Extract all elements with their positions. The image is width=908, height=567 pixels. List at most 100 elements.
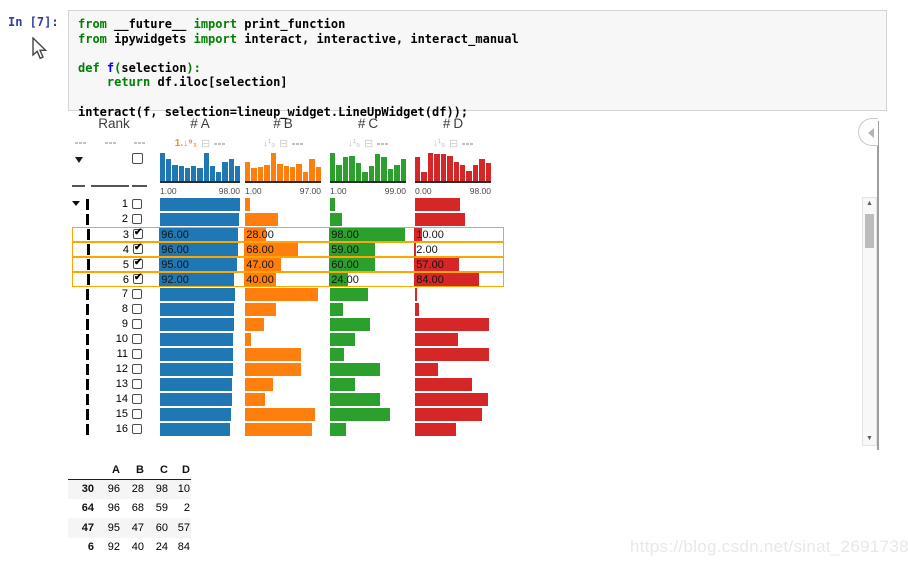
more-options-icon[interactable]: [134, 142, 145, 144]
row-checkbox[interactable]: [132, 394, 142, 404]
lineup-row[interactable]: 11: [72, 347, 504, 362]
bar-cell-c: [330, 302, 406, 317]
column-toolbar-c: ↓¹₉ ⊟: [330, 137, 406, 150]
row-checkbox[interactable]: [132, 409, 142, 419]
dataframe-cell: 68: [131, 502, 144, 515]
vertical-scrollbar[interactable]: ▲ ▼: [862, 197, 877, 446]
row-expand-icon[interactable]: [72, 201, 80, 206]
dataframe-col-header: A: [112, 463, 120, 476]
bar-cell-d: 57.00: [414, 257, 490, 273]
row-checkbox[interactable]: [132, 349, 142, 359]
group-indicator-bar: [86, 199, 89, 210]
column-name: C: [368, 116, 379, 131]
lineup-row[interactable]: 13: [72, 377, 504, 392]
bar-cell-c: 98.00: [329, 227, 405, 243]
lineup-row[interactable]: 9: [72, 317, 504, 332]
more-options-icon[interactable]: [292, 142, 304, 145]
group-icon[interactable]: ⊟: [449, 137, 459, 150]
value-label: 95.00: [161, 259, 189, 271]
scroll-up-icon[interactable]: ▲: [866, 200, 873, 207]
more-options-icon[interactable]: [214, 142, 226, 145]
row-checkbox[interactable]: [132, 199, 142, 209]
lineup-row[interactable]: 3 ✔ 96.00 28.00 98.00 10.00: [72, 227, 504, 242]
lineup-row[interactable]: 7: [72, 287, 504, 302]
dataframe-cell: 59: [155, 502, 168, 515]
collapse-arrow-icon: [868, 128, 874, 138]
value-label: 96.00: [161, 244, 189, 256]
sort-icon[interactable]: 1.↓⁹₁: [174, 137, 197, 149]
bar-cell-d: 84.00: [414, 272, 490, 288]
row-checkbox[interactable]: ✔: [133, 257, 143, 269]
sort-icon[interactable]: ↓¹₉: [432, 137, 446, 149]
value-bar-a: [160, 318, 235, 331]
column-toolbar-a: 1.↓⁹₁ ⊟: [160, 137, 240, 150]
row-checkbox[interactable]: ✔: [133, 272, 143, 284]
sort-icon[interactable]: ↓¹₉: [262, 137, 276, 149]
row-checkbox[interactable]: [132, 379, 142, 389]
panel-collapse-button[interactable]: [858, 118, 878, 146]
column-header-d[interactable]: # D: [415, 116, 491, 132]
histogram-a: [160, 151, 241, 183]
row-checkbox[interactable]: [132, 364, 142, 374]
lineup-row[interactable]: 1: [72, 197, 504, 212]
more-options-icon[interactable]: [462, 142, 474, 145]
group-icon[interactable]: ⊟: [279, 137, 289, 150]
sort-icon[interactable]: ↓¹₉: [347, 137, 361, 149]
row-checkbox[interactable]: [132, 214, 142, 224]
group-collapse-icon[interactable]: [75, 157, 83, 163]
dataframe-cell: 95: [107, 521, 120, 534]
value-bar-c: [330, 348, 344, 361]
row-checkbox[interactable]: [132, 304, 142, 314]
row-checkbox[interactable]: [132, 319, 142, 329]
bar-cell-b: 47.00: [244, 257, 320, 273]
select-all-checkbox[interactable]: [132, 153, 143, 164]
code-cell[interactable]: from __future__ import print_function fro…: [68, 10, 887, 119]
row-checkbox[interactable]: [132, 334, 142, 344]
dataframe-col-header: C: [160, 463, 168, 476]
scrollbar-thumb[interactable]: [865, 214, 874, 248]
row-checkbox[interactable]: ✔: [133, 242, 143, 254]
group-indicator-bar: [86, 319, 89, 330]
value-label: 84.00: [416, 274, 444, 286]
more-options-icon[interactable]: [105, 142, 116, 144]
code-line: [78, 90, 886, 105]
column-header-c[interactable]: # C: [330, 116, 406, 132]
row-checkbox[interactable]: ✔: [133, 227, 143, 239]
lineup-row[interactable]: 5 ✔ 95.00 47.00 60.00 57.00: [72, 257, 504, 272]
group-indicator-bar: [86, 409, 89, 420]
lineup-row[interactable]: 16: [72, 422, 504, 437]
lineup-row[interactable]: 15: [72, 407, 504, 422]
dataframe-cell: 40: [131, 541, 144, 554]
column-header-b[interactable]: # B: [245, 116, 321, 132]
group-indicator-bar: [86, 379, 89, 390]
more-options-icon[interactable]: [377, 142, 389, 145]
lineup-row[interactable]: 2: [72, 212, 504, 227]
bar-cell-c: [330, 317, 406, 332]
value-bar-c: [330, 213, 343, 226]
value-bar-b: [245, 378, 274, 391]
code-editor[interactable]: from __future__ import print_function fro…: [69, 11, 886, 119]
lineup-row[interactable]: 6 ✔ 92.00 40.00 24.00 84.00: [72, 272, 504, 287]
row-checkbox[interactable]: [132, 289, 142, 299]
lineup-row[interactable]: 14: [72, 392, 504, 407]
value-bar-b: [244, 242, 298, 256]
dataframe-row: 64 96 68 59 2: [68, 499, 191, 519]
scroll-down-icon[interactable]: ▼: [866, 435, 873, 442]
lineup-row[interactable]: 10: [72, 332, 504, 347]
group-icon[interactable]: ⊟: [201, 137, 211, 150]
lineup-row[interactable]: 12: [72, 362, 504, 377]
value-bar-b: [245, 303, 277, 316]
dataframe-row: 47 95 47 60 57: [68, 518, 191, 538]
column-header-a[interactable]: # A: [160, 116, 240, 132]
value-bar-b: [245, 408, 315, 421]
group-icon[interactable]: ⊟: [364, 137, 374, 150]
value-label: 92.00: [161, 274, 189, 286]
lineup-row[interactable]: 8: [72, 302, 504, 317]
row-checkbox[interactable]: [132, 424, 142, 434]
more-options-icon[interactable]: [75, 142, 86, 144]
lineup-row[interactable]: 4 ✔ 96.00 68.00 59.00 2.00: [72, 242, 504, 257]
numeric-column-icon: #: [273, 116, 281, 131]
rank-column-header[interactable]: Rank: [98, 116, 130, 131]
rank-number: 3: [122, 229, 129, 241]
rank-summary-line: [91, 185, 129, 187]
